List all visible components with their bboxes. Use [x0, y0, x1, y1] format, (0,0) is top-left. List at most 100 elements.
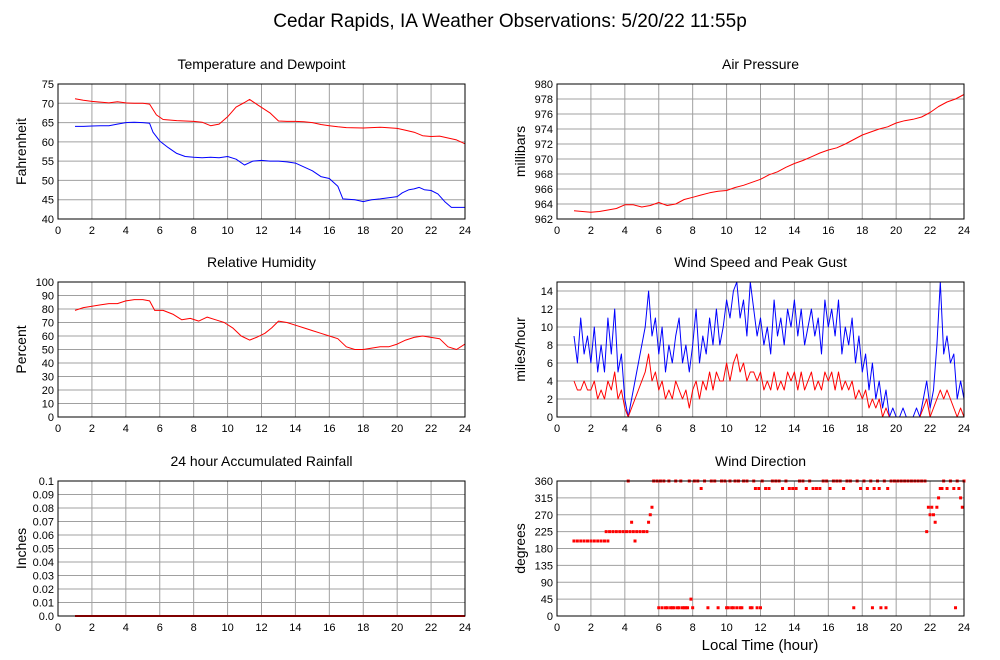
x-tick-label: 10 [720, 423, 732, 435]
data-point [952, 487, 956, 490]
data-point [937, 496, 941, 500]
data-point [638, 530, 642, 534]
x-tick-label: 4 [622, 225, 628, 237]
data-point [930, 505, 934, 509]
data-point [748, 606, 752, 610]
y-tick-label: 0.06 [33, 530, 54, 542]
data-point [753, 487, 757, 490]
data-point [630, 520, 634, 524]
data-point [664, 606, 668, 610]
x-tick-label: 8 [191, 225, 197, 237]
x-tick-label: 22 [924, 423, 936, 435]
chart-title: Temperature and Dewpoint [177, 56, 345, 72]
y-axis-label: degrees [512, 523, 528, 574]
y-tick-label: 0.02 [33, 584, 54, 596]
data-point [677, 606, 681, 610]
x-tick-label: 2 [89, 622, 95, 634]
x-tick-label: 0 [554, 423, 560, 435]
chart-title: Relative Humidity [207, 254, 316, 270]
x-tick-label: 18 [357, 225, 369, 237]
data-point [608, 530, 612, 534]
x-tick-label: 12 [255, 423, 267, 435]
data-point [731, 606, 735, 610]
chart-temp: 0 2 4 6 8 10 12 14 16 18 20 22 244045505560657075Tem… [13, 56, 471, 237]
y-tick-label: 315 [535, 493, 553, 505]
data-point [842, 487, 846, 490]
x-tick-label: 14 [289, 225, 301, 237]
y-tick-label: 10 [42, 399, 54, 411]
x-tick-label: 18 [357, 622, 369, 634]
x-tick-label: 24 [459, 225, 471, 237]
chart-direction: 0 2 4 6 8 10 12 14 16 18 20 22 240459013518022527031… [512, 453, 970, 634]
chart-title: Wind Direction [715, 453, 806, 469]
data-point [726, 606, 730, 610]
data-point [935, 505, 939, 509]
x-tick-label: 8 [191, 622, 197, 634]
x-tick-label: 2 [89, 225, 95, 237]
data-point [669, 606, 673, 610]
y-tick-label: 14 [541, 286, 553, 298]
data-point [738, 606, 742, 610]
y-tick-label: 0 [547, 611, 553, 623]
data-point [665, 606, 669, 610]
x-tick-label: 22 [425, 622, 437, 634]
data-point [791, 487, 795, 490]
data-point [740, 606, 744, 610]
data-point [931, 513, 935, 517]
x-tick-label: 24 [958, 225, 970, 237]
x-tick-label: 14 [289, 423, 301, 435]
y-tick-label: 4 [547, 376, 553, 388]
y-tick-label: 0.07 [33, 517, 54, 529]
y-tick-label: 30 [42, 372, 54, 384]
y-tick-label: 964 [535, 199, 553, 211]
x-tick-label: 8 [690, 225, 696, 237]
x-tick-label: 4 [123, 423, 129, 435]
x-tick-label: 2 [588, 225, 594, 237]
data-point [660, 606, 664, 610]
y-tick-label: 0.01 [33, 598, 54, 610]
x-tick-label: 0 [55, 225, 61, 237]
y-tick-label: 40 [42, 214, 54, 226]
x-tick-label: 20 [890, 225, 902, 237]
data-point [675, 606, 679, 610]
data-point [602, 539, 606, 543]
y-tick-label: 90 [541, 577, 553, 589]
y-tick-label: 55 [42, 156, 54, 168]
x-tick-label: 14 [788, 423, 800, 435]
x-tick-label: 12 [754, 225, 766, 237]
y-tick-label: 10 [541, 322, 553, 334]
data-point [686, 606, 690, 610]
y-tick-label: 75 [42, 79, 54, 91]
x-tick-label: 18 [856, 622, 868, 634]
x-tick-label: 12 [754, 622, 766, 634]
data-point [621, 530, 625, 534]
x-tick-label: 16 [822, 423, 834, 435]
data-point [592, 539, 596, 543]
data-point [611, 530, 615, 534]
y-axis-label: Fahrenheit [13, 118, 29, 185]
y-axis-label: Inches [13, 528, 29, 569]
y-tick-label: 70 [42, 98, 54, 110]
x-tick-label: 16 [323, 423, 335, 435]
x-axis-label: Local Time (hour) [702, 637, 819, 654]
data-point [886, 487, 890, 490]
x-tick-label: 22 [924, 622, 936, 634]
y-tick-label: 968 [535, 169, 553, 181]
y-tick-label: 976 [535, 109, 553, 121]
x-tick-label: 22 [425, 225, 437, 237]
y-tick-label: 180 [535, 544, 553, 556]
data-point [877, 487, 881, 490]
data-point [716, 606, 720, 610]
data-point [699, 487, 703, 490]
data-point [586, 539, 590, 543]
data-point [879, 606, 883, 610]
data-point [618, 530, 622, 534]
x-tick-label: 8 [191, 423, 197, 435]
x-tick-label: 4 [123, 225, 129, 237]
data-point [852, 606, 856, 610]
x-tick-label: 8 [690, 423, 696, 435]
x-tick-label: 6 [157, 225, 163, 237]
y-axis-label: Percent [13, 325, 29, 373]
